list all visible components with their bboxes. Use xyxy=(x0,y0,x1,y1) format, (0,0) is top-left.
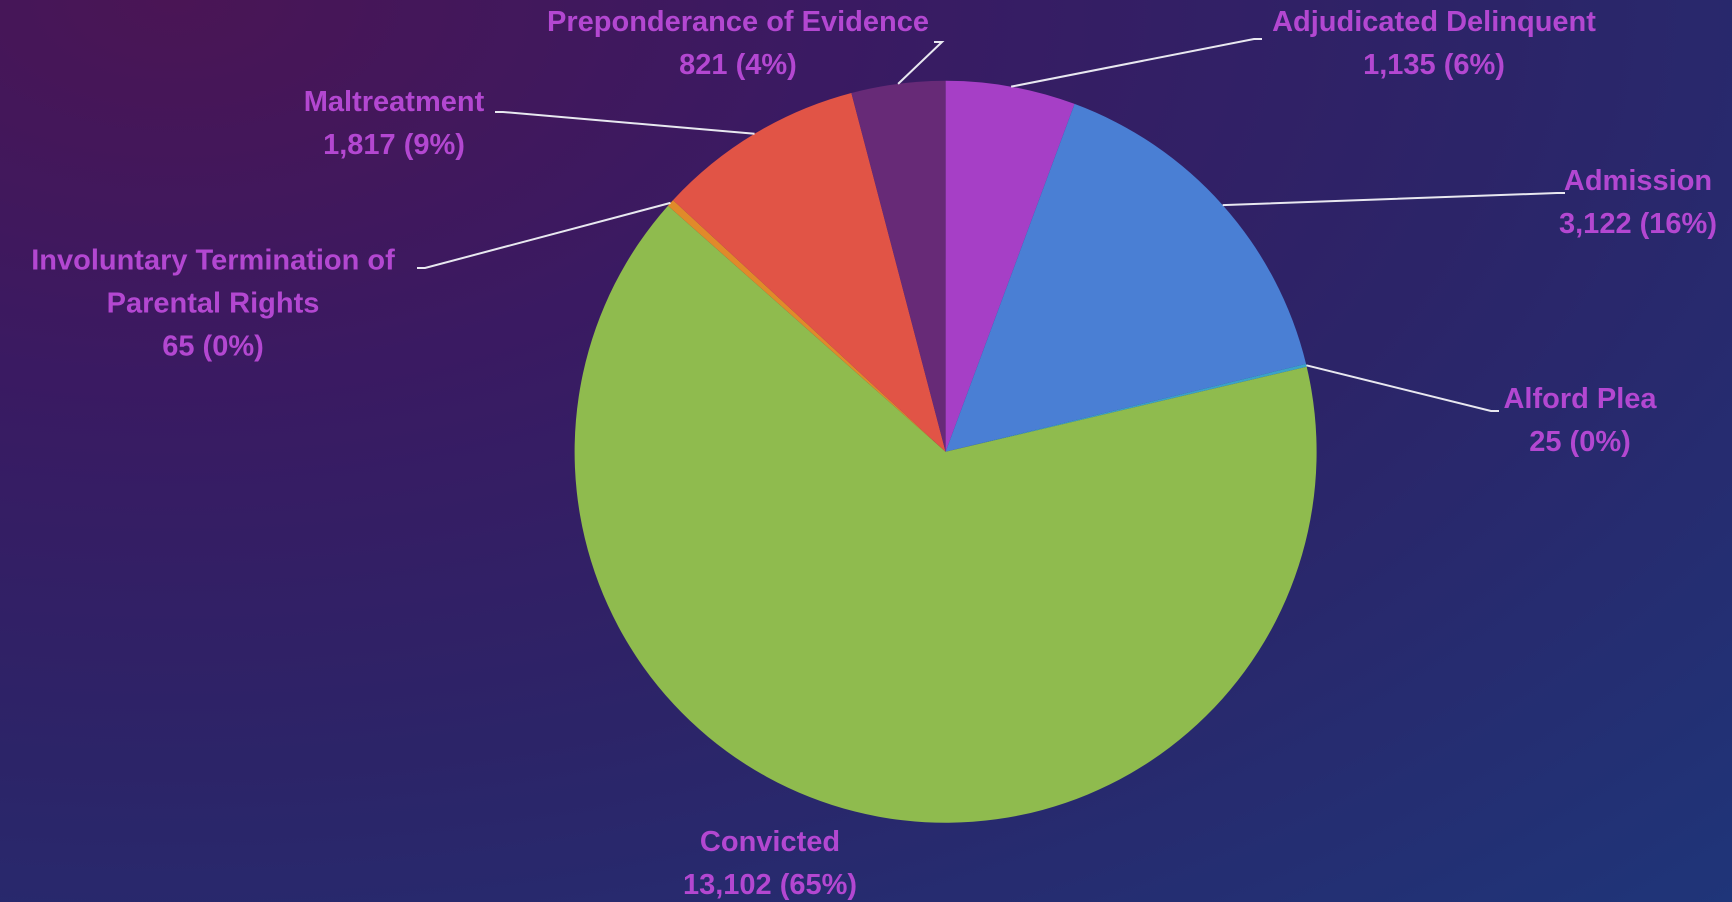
leader-line xyxy=(1306,364,1499,412)
pie-slice xyxy=(673,92,946,452)
slice-name: Involuntary Termination of Parental Righ… xyxy=(31,244,395,320)
slice-value: 13,102 (65%) xyxy=(682,869,858,901)
slice-value: 25 (0%) xyxy=(1529,426,1631,458)
data-label: Involuntary Termination of Parental Righ… xyxy=(13,240,413,369)
slice-value: 1,135 (6%) xyxy=(1363,49,1505,81)
data-label: Preponderance of Evidence 821 (4%) xyxy=(528,1,948,87)
data-label: Adjudicated Delinquent 1,135 (6%) xyxy=(1244,1,1624,87)
leader-line xyxy=(1222,192,1565,207)
slice-value: 3,122 (16%) xyxy=(1559,208,1717,240)
slice-value: 821 (4%) xyxy=(679,49,797,81)
pie-slice xyxy=(945,103,1307,452)
pie-slice xyxy=(667,200,946,452)
data-label: Admission 3,122 (16%) xyxy=(1538,160,1732,246)
leader-line xyxy=(417,201,671,269)
data-label: Maltreatment 1,817 (9%) xyxy=(274,81,514,167)
leader-line xyxy=(1010,38,1262,88)
leader-line xyxy=(897,41,945,85)
slice-name: Alford Plea xyxy=(1503,383,1657,415)
slice-value: 65 (0%) xyxy=(162,330,264,363)
slice-name: Adjudicated Delinquent xyxy=(1272,6,1596,38)
data-label: Convicted 13,102 (65%) xyxy=(640,821,900,902)
slice-name: Preponderance of Evidence xyxy=(547,6,929,38)
leader-line xyxy=(495,111,755,135)
slice-name: Admission xyxy=(1563,165,1713,197)
data-label: Alford Plea 25 (0%) xyxy=(1480,378,1680,464)
pie-slice xyxy=(574,205,1317,823)
pie-slice xyxy=(945,80,1075,452)
slice-name: Convicted xyxy=(699,826,841,858)
pie-slice xyxy=(851,80,946,452)
slice-name: Maltreatment xyxy=(303,86,485,118)
pie-slice xyxy=(945,363,1307,452)
slice-value: 1,817 (9%) xyxy=(323,129,465,161)
